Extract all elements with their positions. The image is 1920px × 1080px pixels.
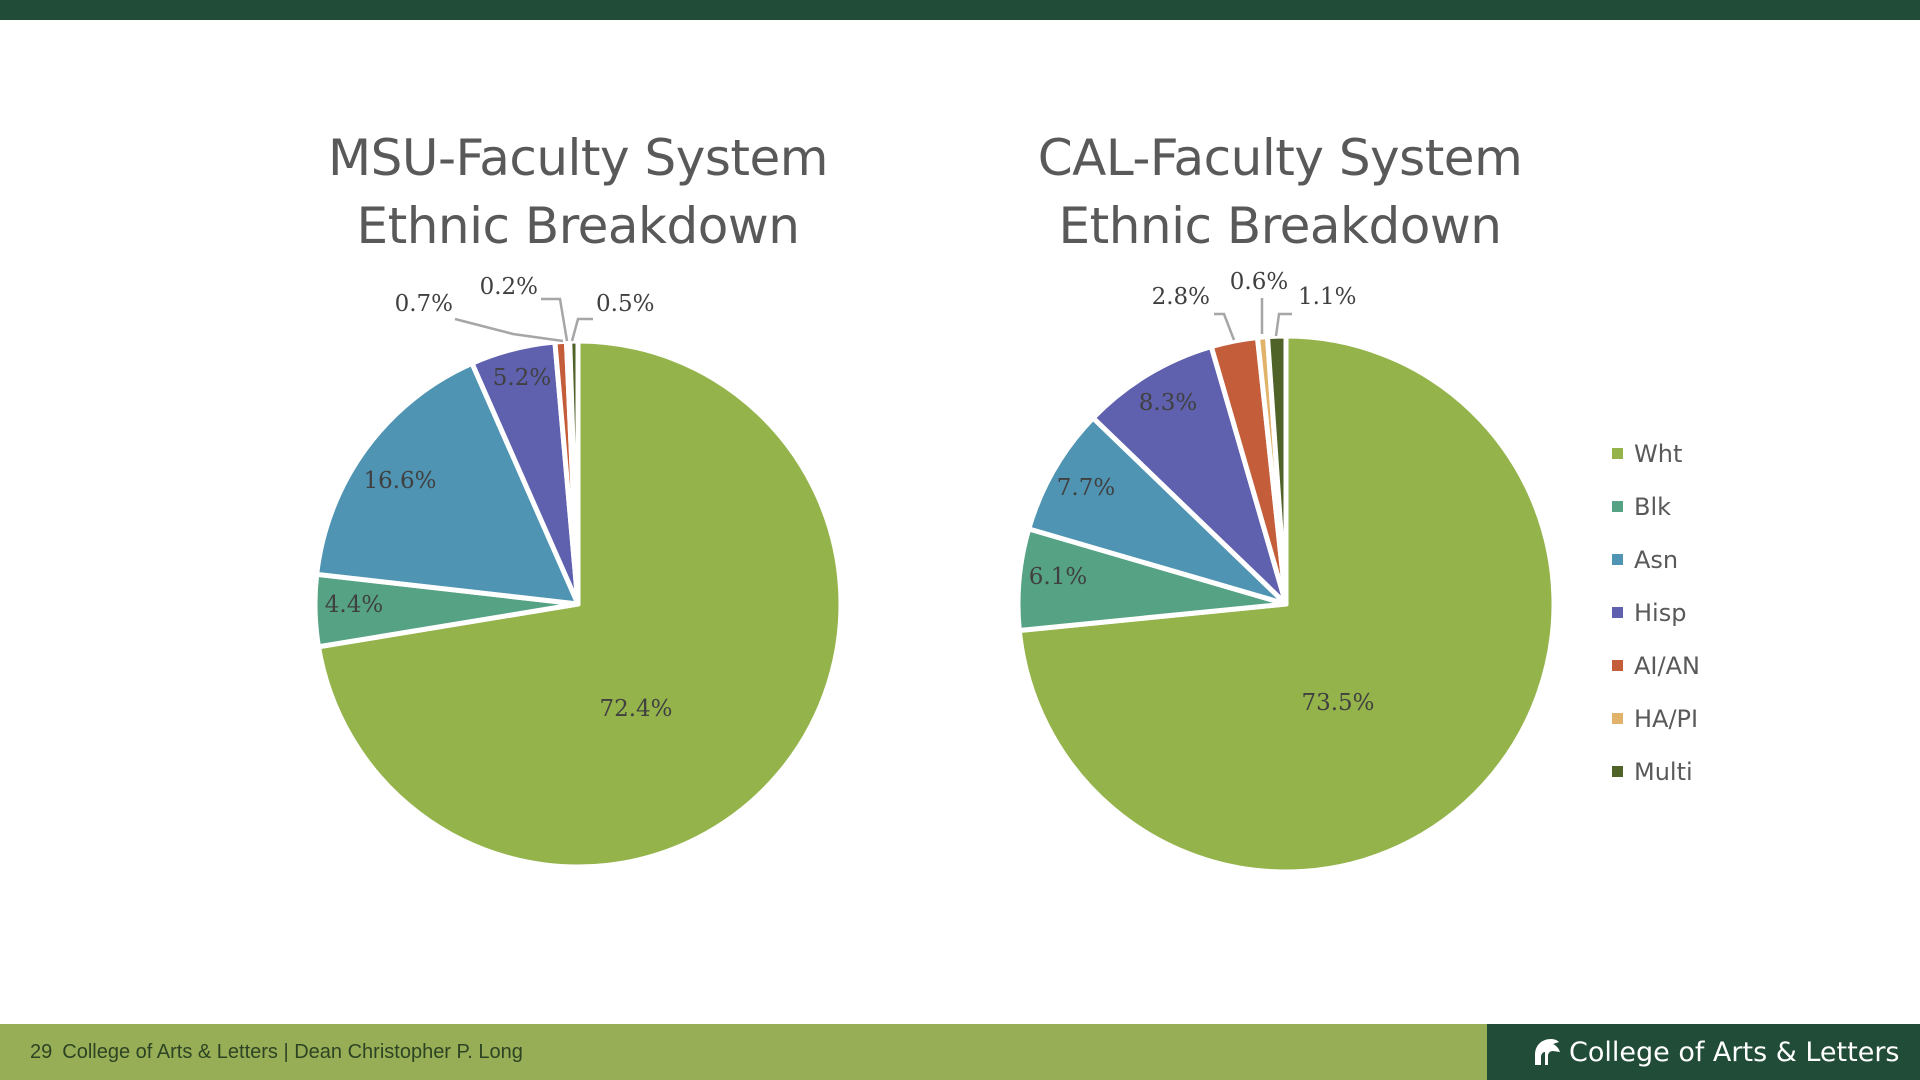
pie-slice-cal-multi: [1265, 333, 1289, 607]
chart-title-msu: MSU-Faculty System Ethnic Breakdown: [228, 124, 928, 260]
data-label-msu-aian: 0.7%: [395, 291, 453, 317]
data-label-cal-hapi: 0.6%: [1230, 269, 1288, 295]
legend-swatch: [1612, 501, 1623, 512]
data-label-cal-hisp: 8.3%: [1139, 390, 1197, 416]
pie-slice-cal-hisp: [1090, 344, 1289, 607]
legend-label: Blk: [1634, 492, 1672, 521]
legend-label: Asn: [1634, 545, 1679, 574]
legend-swatch: [1612, 554, 1623, 565]
data-label-cal-multi: 1.1%: [1298, 284, 1356, 310]
leader-line-cal-6: [1274, 312, 1292, 337]
legend-item-asn: Asn: [1612, 533, 1700, 586]
pie-slice-msu-asn: [314, 360, 581, 607]
legend-label: Hisp: [1634, 598, 1687, 627]
chart-title-msu-line-2: Ethnic Breakdown: [356, 197, 800, 255]
data-label-msu-hisp: 5.2%: [493, 365, 551, 391]
legend-item-hapi: HA/PI: [1612, 692, 1700, 745]
chart-title-cal-line-2: Ethnic Breakdown: [1058, 197, 1502, 255]
legend-label: Multi: [1634, 757, 1693, 786]
data-label-cal-asn: 7.7%: [1057, 475, 1115, 501]
spartan-helmet-icon: [1535, 1039, 1560, 1065]
data-label-msu-asn: 16.6%: [363, 468, 436, 494]
data-label-msu-wht: 72.4%: [599, 696, 672, 722]
legend-label: HA/PI: [1634, 704, 1699, 733]
data-label-msu-blk: 4.4%: [325, 592, 383, 618]
legend-item-hisp: Hisp: [1612, 586, 1700, 639]
legend-item-wht: Wht: [1612, 427, 1700, 480]
footer-text: College of Arts & Letters | Dean Christo…: [62, 1040, 523, 1063]
data-label-cal-aian: 2.8%: [1152, 284, 1210, 310]
brand-name: College of Arts & Letters: [1569, 1036, 1900, 1068]
legend-item-aian: AI/AN: [1612, 639, 1700, 692]
leader-line-msu-5: [541, 297, 569, 342]
pie-slice-cal-asn: [1026, 415, 1289, 607]
chart-title-msu-line-1: MSU-Faculty System: [328, 129, 828, 187]
legend-item-blk: Blk: [1612, 480, 1700, 533]
data-label-msu-multi: 0.5%: [596, 291, 654, 317]
legend-swatch: [1612, 607, 1623, 618]
footer-bar: 29 College of Arts & Letters | Dean Chri…: [0, 1024, 1487, 1080]
page-number: 29: [30, 1040, 53, 1063]
data-label-cal-wht: 73.5%: [1301, 690, 1374, 716]
legend-swatch: [1612, 660, 1623, 671]
top-bar: [0, 0, 1920, 20]
legend-item-multi: Multi: [1612, 745, 1700, 798]
legend-swatch: [1612, 448, 1623, 459]
chart-legend: Wht Blk Asn Hisp AI/AN HA/PI Multi: [1612, 427, 1700, 798]
legend-swatch: [1612, 766, 1623, 777]
chart-title-cal-line-1: CAL-Faculty System: [1037, 129, 1523, 187]
leader-line-msu-4: [454, 317, 564, 343]
leader-line-cal-4: [1214, 312, 1236, 341]
legend-swatch: [1612, 713, 1623, 724]
data-label-msu-hapi: 0.2%: [480, 274, 538, 300]
leader-line-msu-6: [570, 317, 593, 342]
pie-slice-msu-multi: [567, 338, 581, 607]
legend-label: AI/AN: [1634, 651, 1700, 680]
data-label-cal-blk: 6.1%: [1029, 564, 1087, 590]
legend-label: Wht: [1634, 439, 1683, 468]
footer-brand-bar: College of Arts & Letters: [1487, 1024, 1920, 1080]
chart-title-cal: CAL-Faculty System Ethnic Breakdown: [930, 124, 1630, 260]
